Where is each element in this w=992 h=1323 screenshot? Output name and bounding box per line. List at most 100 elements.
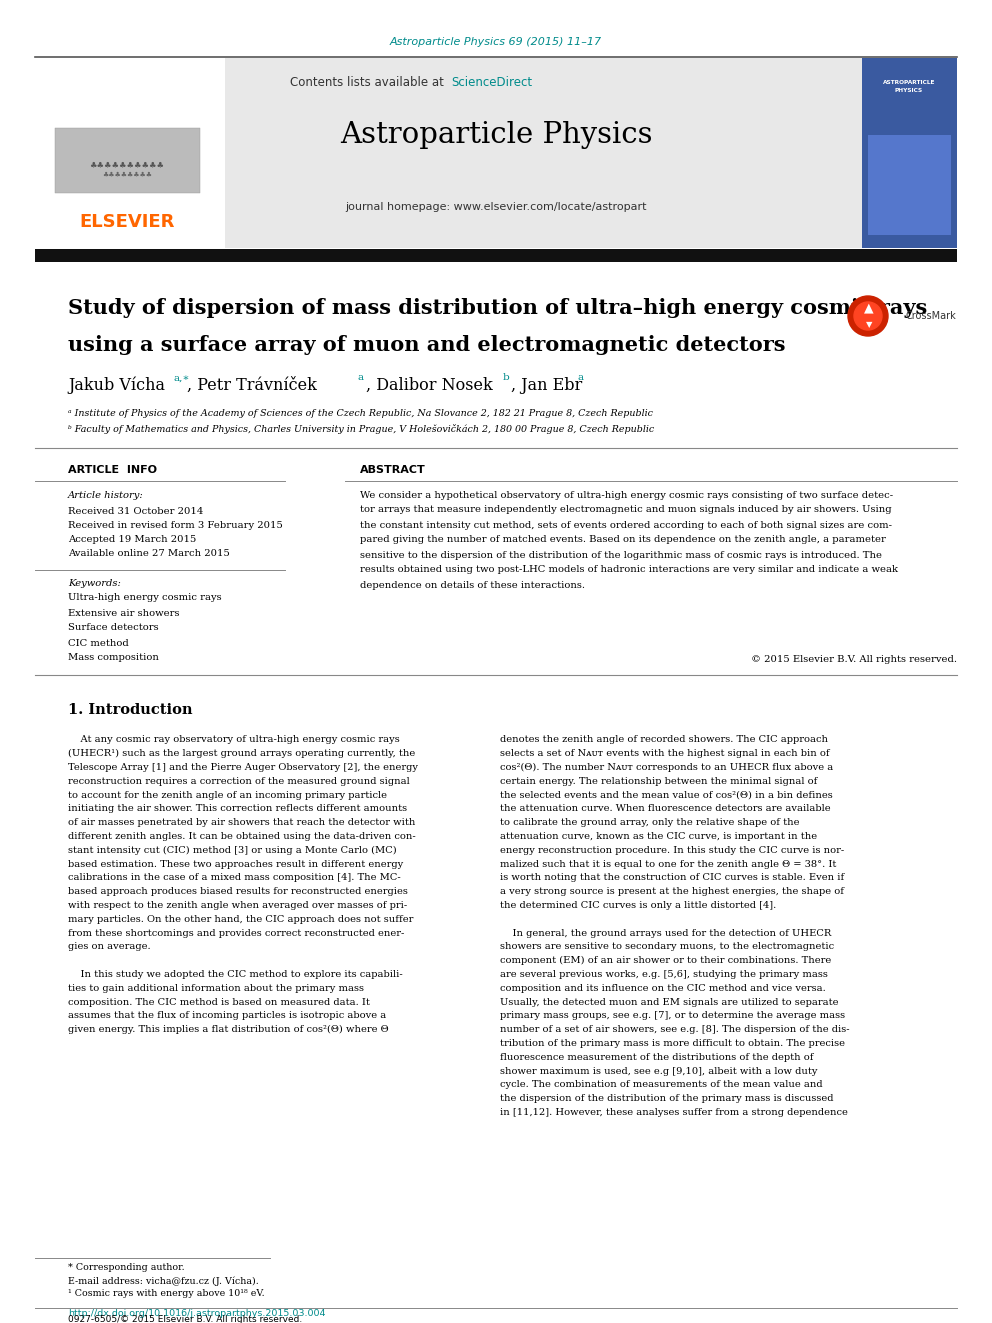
Text: Astroparticle Physics 69 (2015) 11–17: Astroparticle Physics 69 (2015) 11–17 bbox=[390, 37, 602, 48]
Text: Received in revised form 3 February 2015: Received in revised form 3 February 2015 bbox=[68, 520, 283, 529]
Text: the constant intensity cut method, sets of events ordered according to each of b: the constant intensity cut method, sets … bbox=[360, 520, 892, 529]
Text: composition and its influence on the CIC method and vice versa.: composition and its influence on the CIC… bbox=[500, 984, 825, 992]
Text: tribution of the primary mass is more difficult to obtain. The precise: tribution of the primary mass is more di… bbox=[500, 1039, 845, 1048]
Text: based estimation. These two approaches result in different energy: based estimation. These two approaches r… bbox=[68, 860, 404, 869]
Text: Astroparticle Physics: Astroparticle Physics bbox=[339, 120, 653, 149]
Text: CrossMark: CrossMark bbox=[906, 311, 956, 321]
Text: ▲: ▲ bbox=[864, 302, 874, 315]
Text: energy reconstruction procedure. In this study the CIC curve is nor-: energy reconstruction procedure. In this… bbox=[500, 845, 844, 855]
Bar bbox=[35, 58, 957, 247]
Text: Surface detectors: Surface detectors bbox=[68, 623, 159, 632]
Text: different zenith angles. It can be obtained using the data-driven con-: different zenith angles. It can be obtai… bbox=[68, 832, 416, 841]
Circle shape bbox=[848, 296, 888, 336]
Text: number of a set of air showers, see e.g. [8]. The dispersion of the dis-: number of a set of air showers, see e.g.… bbox=[500, 1025, 849, 1035]
Circle shape bbox=[854, 302, 882, 329]
Text: In this study we adopted the CIC method to explore its capabili-: In this study we adopted the CIC method … bbox=[68, 970, 403, 979]
Text: are several previous works, e.g. [5,6], studying the primary mass: are several previous works, e.g. [5,6], … bbox=[500, 970, 828, 979]
Text: Received 31 October 2014: Received 31 October 2014 bbox=[68, 507, 203, 516]
Text: © 2015 Elsevier B.V. All rights reserved.: © 2015 Elsevier B.V. All rights reserved… bbox=[751, 655, 957, 664]
Text: ASTROPARTICLE: ASTROPARTICLE bbox=[883, 79, 935, 85]
Bar bbox=[55, 128, 200, 193]
Text: denotes the zenith angle of recorded showers. The CIC approach: denotes the zenith angle of recorded sho… bbox=[500, 736, 828, 745]
Text: Accepted 19 March 2015: Accepted 19 March 2015 bbox=[68, 534, 196, 544]
Bar bbox=[862, 58, 957, 247]
Text: ¹ Cosmic rays with energy above 10¹⁸ eV.: ¹ Cosmic rays with energy above 10¹⁸ eV. bbox=[68, 1290, 265, 1298]
Text: sensitive to the dispersion of the distribution of the logarithmic mass of cosmi: sensitive to the dispersion of the distr… bbox=[360, 550, 882, 560]
Text: the dispersion of the distribution of the primary mass is discussed: the dispersion of the distribution of th… bbox=[500, 1094, 833, 1103]
Text: selects a set of Nᴀᴜᴛ events with the highest signal in each bin of: selects a set of Nᴀᴜᴛ events with the hi… bbox=[500, 749, 829, 758]
Text: 0927-6505/© 2015 Elsevier B.V. All rights reserved.: 0927-6505/© 2015 Elsevier B.V. All right… bbox=[68, 1315, 303, 1323]
Text: E-mail address: vicha@fzu.cz (J. Vícha).: E-mail address: vicha@fzu.cz (J. Vícha). bbox=[68, 1277, 259, 1286]
Text: At any cosmic ray observatory of ultra-high energy cosmic rays: At any cosmic ray observatory of ultra-h… bbox=[68, 736, 400, 745]
Text: Jakub Vícha: Jakub Vícha bbox=[68, 376, 165, 394]
Text: initiating the air shower. This correction reflects different amounts: initiating the air shower. This correcti… bbox=[68, 804, 407, 814]
Text: fluorescence measurement of the distributions of the depth of: fluorescence measurement of the distribu… bbox=[500, 1053, 813, 1062]
Text: the attenuation curve. When fluorescence detectors are available: the attenuation curve. When fluorescence… bbox=[500, 804, 830, 814]
Text: is worth noting that the construction of CIC curves is stable. Even if: is worth noting that the construction of… bbox=[500, 873, 844, 882]
Text: ▼: ▼ bbox=[866, 320, 872, 329]
Text: with respect to the zenith angle when averaged over masses of pri-: with respect to the zenith angle when av… bbox=[68, 901, 408, 910]
Text: based approach produces biased results for reconstructed energies: based approach produces biased results f… bbox=[68, 888, 408, 896]
Text: ELSEVIER: ELSEVIER bbox=[79, 213, 175, 232]
Text: 1. Introduction: 1. Introduction bbox=[68, 703, 192, 717]
Text: assumes that the flux of incoming particles is isotropic above a: assumes that the flux of incoming partic… bbox=[68, 1012, 386, 1020]
Text: Article history:: Article history: bbox=[68, 491, 144, 500]
Text: ♣♣♣♣♣♣♣♣♣♣: ♣♣♣♣♣♣♣♣♣♣ bbox=[89, 160, 165, 169]
Text: Keywords:: Keywords: bbox=[68, 579, 121, 589]
Text: ♣♣♣♣♣♣♣♣: ♣♣♣♣♣♣♣♣ bbox=[102, 172, 152, 179]
Text: , Petr Trávníček: , Petr Trávníček bbox=[187, 377, 316, 393]
Text: ScienceDirect: ScienceDirect bbox=[451, 75, 532, 89]
Text: pared giving the number of matched events. Based on its dependence on the zenith: pared giving the number of matched event… bbox=[360, 536, 886, 545]
Text: Contents lists available at: Contents lists available at bbox=[291, 75, 448, 89]
Bar bbox=[35, 249, 957, 262]
Text: cos²(Θ). The number Nᴀᴜᴛ corresponds to an UHECR flux above a: cos²(Θ). The number Nᴀᴜᴛ corresponds to … bbox=[500, 763, 833, 773]
Text: mary particles. On the other hand, the CIC approach does not suffer: mary particles. On the other hand, the C… bbox=[68, 916, 414, 923]
Text: showers are sensitive to secondary muons, to the electromagnetic: showers are sensitive to secondary muons… bbox=[500, 942, 834, 951]
Text: the selected events and the mean value of cos²(Θ) in a bin defines: the selected events and the mean value o… bbox=[500, 791, 832, 799]
Text: composition. The CIC method is based on measured data. It: composition. The CIC method is based on … bbox=[68, 998, 370, 1007]
Text: Extensive air showers: Extensive air showers bbox=[68, 609, 180, 618]
Text: shower maximum is used, see e.g [9,10], albeit with a low duty: shower maximum is used, see e.g [9,10], … bbox=[500, 1066, 817, 1076]
Text: Usually, the detected muon and EM signals are utilized to separate: Usually, the detected muon and EM signal… bbox=[500, 998, 838, 1007]
Text: ᵇ Faculty of Mathematics and Physics, Charles University in Prague, V Holešovičk: ᵇ Faculty of Mathematics and Physics, Ch… bbox=[68, 423, 655, 434]
Text: component (EM) of an air shower or to their combinations. There: component (EM) of an air shower or to th… bbox=[500, 957, 831, 966]
Text: to account for the zenith angle of an incoming primary particle: to account for the zenith angle of an in… bbox=[68, 791, 387, 799]
Text: certain energy. The relationship between the minimal signal of: certain energy. The relationship between… bbox=[500, 777, 817, 786]
Text: Study of dispersion of mass distribution of ultra–high energy cosmic rays: Study of dispersion of mass distribution… bbox=[68, 298, 928, 318]
Text: stant intensity cut (CIC) method [3] or using a Monte Carlo (MC): stant intensity cut (CIC) method [3] or … bbox=[68, 845, 397, 855]
Bar bbox=[35, 58, 225, 247]
Text: gies on average.: gies on average. bbox=[68, 942, 151, 951]
Text: We consider a hypothetical observatory of ultra-high energy cosmic rays consisti: We consider a hypothetical observatory o… bbox=[360, 491, 893, 500]
Text: Ultra-high energy cosmic rays: Ultra-high energy cosmic rays bbox=[68, 594, 221, 602]
Text: ᵃ Institute of Physics of the Academy of Sciences of the Czech Republic, Na Slov: ᵃ Institute of Physics of the Academy of… bbox=[68, 409, 653, 418]
Text: using a surface array of muon and electromagnetic detectors: using a surface array of muon and electr… bbox=[68, 335, 786, 355]
Text: ARTICLE  INFO: ARTICLE INFO bbox=[68, 464, 157, 475]
Text: in [11,12]. However, these analyses suffer from a strong dependence: in [11,12]. However, these analyses suff… bbox=[500, 1109, 848, 1117]
Text: cycle. The combination of measurements of the mean value and: cycle. The combination of measurements o… bbox=[500, 1081, 822, 1090]
Text: a: a bbox=[358, 373, 364, 382]
Text: given energy. This implies a flat distribution of cos²(Θ) where Θ: given energy. This implies a flat distri… bbox=[68, 1025, 389, 1035]
Text: Available online 27 March 2015: Available online 27 March 2015 bbox=[68, 549, 230, 557]
Text: * Corresponding author.: * Corresponding author. bbox=[68, 1263, 185, 1273]
Text: PHYSICS: PHYSICS bbox=[895, 89, 924, 94]
Text: reconstruction requires a correction of the measured ground signal: reconstruction requires a correction of … bbox=[68, 777, 410, 786]
Text: of air masses penetrated by air showers that reach the detector with: of air masses penetrated by air showers … bbox=[68, 819, 416, 827]
Text: attenuation curve, known as the CIC curve, is important in the: attenuation curve, known as the CIC curv… bbox=[500, 832, 817, 841]
Text: malized such that it is equal to one for the zenith angle Θ = 38°. It: malized such that it is equal to one for… bbox=[500, 860, 836, 869]
Text: , Jan Ebr: , Jan Ebr bbox=[511, 377, 582, 393]
Text: a very strong source is present at the highest energies, the shape of: a very strong source is present at the h… bbox=[500, 888, 844, 896]
Text: a: a bbox=[577, 373, 583, 382]
Text: dependence on details of these interactions.: dependence on details of these interacti… bbox=[360, 581, 585, 590]
Text: the determined CIC curves is only a little distorted [4].: the determined CIC curves is only a litt… bbox=[500, 901, 777, 910]
Text: b: b bbox=[503, 373, 510, 382]
Text: http://dx.doi.org/10.1016/j.astropartphys.2015.03.004: http://dx.doi.org/10.1016/j.astropartphy… bbox=[68, 1308, 325, 1318]
Text: Telescope Array [1] and the Pierre Auger Observatory [2], the energy: Telescope Array [1] and the Pierre Auger… bbox=[68, 763, 418, 773]
Text: In general, the ground arrays used for the detection of UHECR: In general, the ground arrays used for t… bbox=[500, 929, 831, 938]
Text: primary mass groups, see e.g. [7], or to determine the average mass: primary mass groups, see e.g. [7], or to… bbox=[500, 1012, 845, 1020]
Text: ABSTRACT: ABSTRACT bbox=[360, 464, 426, 475]
Text: (UHECR¹) such as the largest ground arrays operating currently, the: (UHECR¹) such as the largest ground arra… bbox=[68, 749, 416, 758]
Text: from these shortcomings and provides correct reconstructed ener-: from these shortcomings and provides cor… bbox=[68, 929, 405, 938]
Text: , Dalibor Nosek: , Dalibor Nosek bbox=[366, 377, 493, 393]
Text: journal homepage: www.elsevier.com/locate/astropart: journal homepage: www.elsevier.com/locat… bbox=[345, 202, 647, 212]
Text: to calibrate the ground array, only the relative shape of the: to calibrate the ground array, only the … bbox=[500, 819, 800, 827]
